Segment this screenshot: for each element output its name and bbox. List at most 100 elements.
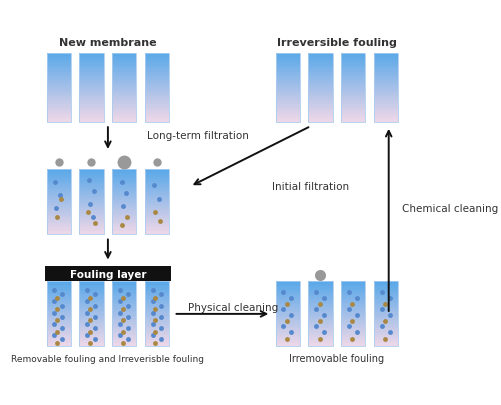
- Polygon shape: [112, 218, 136, 220]
- Polygon shape: [373, 90, 397, 91]
- Polygon shape: [373, 305, 397, 306]
- Polygon shape: [79, 91, 103, 93]
- Polygon shape: [47, 205, 71, 207]
- Polygon shape: [308, 332, 332, 333]
- Polygon shape: [145, 343, 169, 345]
- Polygon shape: [373, 60, 397, 62]
- Polygon shape: [145, 316, 169, 318]
- Polygon shape: [308, 305, 332, 306]
- Polygon shape: [145, 74, 169, 76]
- Polygon shape: [47, 340, 71, 341]
- Polygon shape: [112, 314, 136, 316]
- Polygon shape: [145, 222, 169, 223]
- Polygon shape: [47, 332, 71, 333]
- Polygon shape: [341, 292, 365, 293]
- Polygon shape: [47, 218, 71, 220]
- Polygon shape: [79, 57, 103, 59]
- Polygon shape: [373, 107, 397, 109]
- Polygon shape: [47, 309, 71, 311]
- Polygon shape: [308, 295, 332, 296]
- Polygon shape: [341, 311, 365, 313]
- Polygon shape: [308, 60, 332, 62]
- Polygon shape: [275, 295, 299, 296]
- Polygon shape: [145, 300, 169, 301]
- Polygon shape: [373, 293, 397, 295]
- Polygon shape: [145, 311, 169, 313]
- Polygon shape: [47, 93, 71, 95]
- Polygon shape: [373, 105, 397, 107]
- Polygon shape: [275, 84, 299, 86]
- Text: Removable fouling and Irreverisble fouling: Removable fouling and Irreverisble fouli…: [12, 354, 204, 363]
- Polygon shape: [308, 301, 332, 303]
- Polygon shape: [341, 121, 365, 122]
- Polygon shape: [112, 332, 136, 333]
- Polygon shape: [47, 103, 71, 105]
- Polygon shape: [341, 343, 365, 345]
- Polygon shape: [373, 69, 397, 70]
- Polygon shape: [341, 293, 365, 295]
- Polygon shape: [79, 102, 103, 103]
- Polygon shape: [308, 109, 332, 110]
- Polygon shape: [145, 215, 169, 217]
- Polygon shape: [112, 318, 136, 319]
- Polygon shape: [112, 105, 136, 107]
- Polygon shape: [308, 117, 332, 119]
- Polygon shape: [145, 186, 169, 188]
- Polygon shape: [79, 311, 103, 313]
- Polygon shape: [79, 204, 103, 205]
- Polygon shape: [112, 284, 136, 285]
- Polygon shape: [275, 57, 299, 59]
- Text: Long-term filtration: Long-term filtration: [146, 130, 248, 140]
- Polygon shape: [79, 292, 103, 293]
- Polygon shape: [145, 290, 169, 292]
- Polygon shape: [145, 179, 169, 181]
- Polygon shape: [145, 62, 169, 64]
- Polygon shape: [79, 70, 103, 72]
- Polygon shape: [79, 200, 103, 202]
- Polygon shape: [47, 231, 71, 233]
- Polygon shape: [145, 333, 169, 335]
- Polygon shape: [308, 62, 332, 64]
- Polygon shape: [308, 59, 332, 60]
- Polygon shape: [145, 197, 169, 199]
- Polygon shape: [308, 308, 332, 309]
- Polygon shape: [112, 233, 136, 234]
- Polygon shape: [112, 220, 136, 222]
- Polygon shape: [145, 194, 169, 196]
- Polygon shape: [275, 103, 299, 105]
- Polygon shape: [373, 282, 397, 284]
- Polygon shape: [308, 319, 332, 321]
- Polygon shape: [79, 345, 103, 346]
- Polygon shape: [373, 64, 397, 66]
- Polygon shape: [373, 340, 397, 341]
- Polygon shape: [112, 200, 136, 202]
- Polygon shape: [145, 321, 169, 322]
- Polygon shape: [275, 319, 299, 321]
- Polygon shape: [145, 330, 169, 332]
- Polygon shape: [79, 90, 103, 91]
- Polygon shape: [112, 184, 136, 186]
- Polygon shape: [341, 319, 365, 321]
- Polygon shape: [275, 326, 299, 327]
- Polygon shape: [145, 114, 169, 115]
- Polygon shape: [47, 293, 71, 295]
- Polygon shape: [47, 98, 71, 100]
- Text: Fouling layer: Fouling layer: [70, 269, 146, 279]
- Polygon shape: [112, 333, 136, 335]
- Polygon shape: [308, 326, 332, 327]
- Polygon shape: [47, 53, 71, 55]
- Polygon shape: [112, 179, 136, 181]
- Polygon shape: [112, 100, 136, 102]
- Polygon shape: [373, 316, 397, 318]
- Polygon shape: [275, 59, 299, 60]
- Polygon shape: [341, 83, 365, 84]
- Polygon shape: [145, 314, 169, 316]
- Polygon shape: [47, 121, 71, 122]
- Polygon shape: [308, 72, 332, 74]
- Polygon shape: [275, 324, 299, 326]
- Polygon shape: [145, 53, 169, 55]
- Polygon shape: [308, 91, 332, 93]
- Polygon shape: [373, 100, 397, 102]
- Polygon shape: [79, 233, 103, 234]
- Polygon shape: [373, 103, 397, 105]
